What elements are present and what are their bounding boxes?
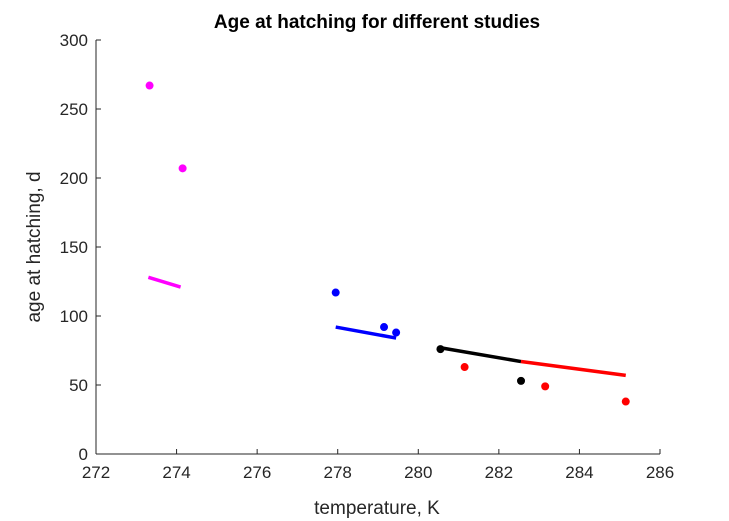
y-axis: 0 50 100 150 200 250 300 [60,31,101,464]
x-tick-label: 284 [565,463,593,482]
x-axis: 272 274 276 278 280 282 284 286 [82,449,674,482]
fit-line [520,359,626,378]
y-tick-label: 0 [79,445,88,464]
fit-lines [147,275,626,378]
plot-frame [95,40,660,455]
x-tick-label: 276 [243,463,271,482]
x-tick-label: 278 [324,463,352,482]
data-point [380,323,389,332]
y-tick-label: 100 [60,307,88,326]
data-point [621,397,630,406]
y-tick-label: 200 [60,169,88,188]
y-tick-label: 300 [60,31,88,50]
x-tick-label: 272 [82,463,110,482]
data-point [460,363,469,372]
fit-line [147,275,182,289]
x-axis-label: temperature, K [314,498,440,519]
x-tick-label: 282 [485,463,513,482]
y-axis-label: age at hatching, d [24,171,45,322]
fit-line [335,325,397,340]
x-tick-label: 286 [646,463,674,482]
data-point [517,376,526,385]
data-point [541,382,550,391]
data-point [331,288,340,297]
x-tick-label: 280 [404,463,432,482]
data-point [392,328,401,337]
y-tick-label: 250 [60,100,88,119]
data-point [178,164,187,173]
data-point [436,345,445,354]
x-tick-label: 274 [162,463,190,482]
fit-line [440,346,522,364]
y-tick-label: 50 [69,376,88,395]
chart-title: Age at hatching for different studies [214,12,540,33]
y-tick-label: 150 [60,238,88,257]
data-point [145,81,154,90]
data-points [145,81,630,406]
